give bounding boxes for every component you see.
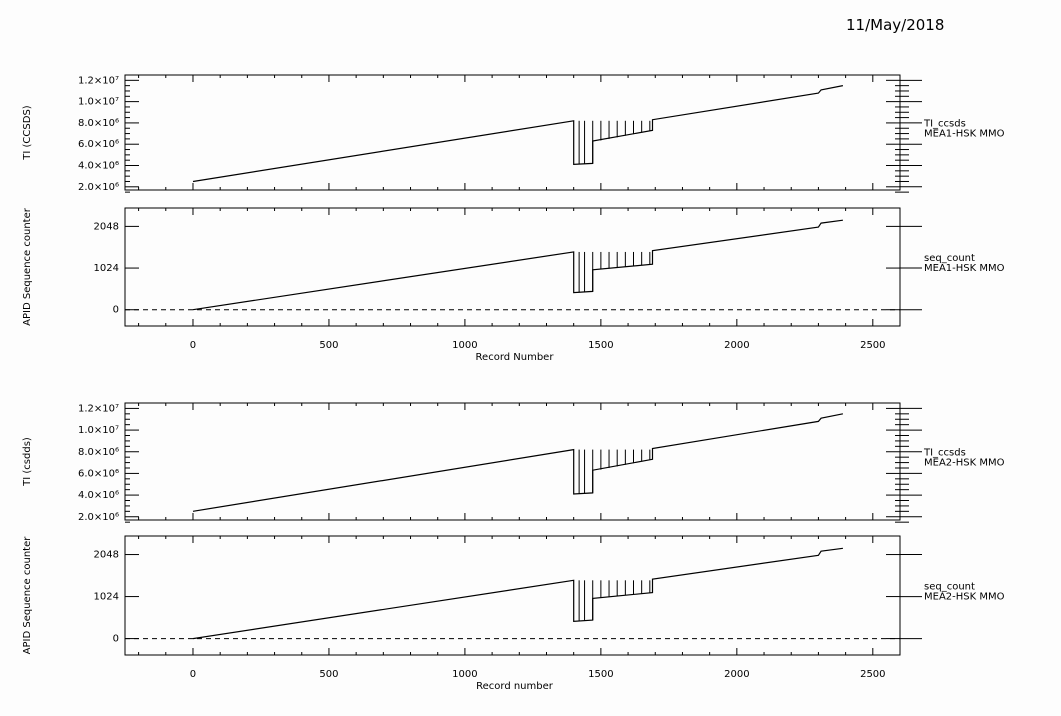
x-tick-label: 500 xyxy=(319,340,338,351)
y-tick-label: 4.0×10⁶ xyxy=(78,490,119,501)
series-line xyxy=(192,413,844,512)
y-tick-label: 1.0×10⁷ xyxy=(78,97,119,108)
chart-panel-3: 2.0×10⁶ 4.0×10⁶ 6.0×10⁶ 8.0×10⁶ 1.0×10⁷ 1.2×1… xyxy=(22,402,1005,523)
x-tick-label: 2000 xyxy=(724,340,749,351)
y-tick-label: 2.0×10⁶ xyxy=(78,182,119,193)
x-tick-label: 0 xyxy=(190,669,196,680)
y-tick-label: 2048 xyxy=(94,221,119,232)
x-tick-label: 2500 xyxy=(860,340,885,351)
plot-frame xyxy=(124,402,901,521)
y-axis-label: APID Sequence counter xyxy=(22,207,33,326)
right-series-label: MEA1-HSK MMO xyxy=(924,129,1005,140)
y-tick-label: 1024 xyxy=(94,263,119,274)
y-tick-label: 8.0×10⁶ xyxy=(78,118,119,129)
right-series-label: MEA1-HSK MMO xyxy=(924,263,1005,274)
plot-frame xyxy=(124,74,901,191)
y-axis-label: TI (CCSDS) xyxy=(22,105,33,160)
x-tick-label: 1000 xyxy=(452,340,477,351)
x-tick-label: 1500 xyxy=(588,669,613,680)
right-series-label: TI_ccsds xyxy=(923,448,966,459)
plot-frame xyxy=(124,207,901,327)
y-tick-label: 8.0×10⁶ xyxy=(78,447,119,458)
x-tick-label: 2500 xyxy=(860,669,885,680)
right-series-label: seq_count xyxy=(924,253,975,264)
plot-frame xyxy=(124,535,901,656)
y-tick-label: 1.2×10⁷ xyxy=(78,403,119,414)
y-tick-label: 6.0×10⁶ xyxy=(78,139,119,150)
right-series-label: MEA2-HSK MMO xyxy=(924,458,1005,469)
y-tick-label: 2.0×10⁶ xyxy=(78,512,119,523)
x-tick-label: 0 xyxy=(190,340,196,351)
series-line xyxy=(192,547,843,640)
y-tick-label: 1024 xyxy=(94,592,119,603)
chart-panel-1: 2.0×10⁶ 4.0×10⁶ 6.0×10⁶ 8.0×10⁶ 1.0×10⁷ 1.2×1… xyxy=(22,74,1005,193)
y-tick-label: 6.0×10⁶ xyxy=(78,468,119,479)
date-stamp: 11/May/2018 xyxy=(846,16,944,34)
y-axis-label: APID Sequence counter xyxy=(22,536,33,655)
y-axis-label: TI (csdds) xyxy=(22,437,33,487)
y-tick-label: 0 xyxy=(113,634,119,645)
chart-panel-2: 0 500 1000 1500 2000 2500 0 1024 2048 APID Sequen… xyxy=(22,207,1005,363)
y-tick-label: 2048 xyxy=(94,550,119,561)
x-tick-label: 500 xyxy=(319,669,338,680)
series-line xyxy=(192,219,843,311)
x-tick-label: 1000 xyxy=(452,669,477,680)
y-tick-label: 1.2×10⁷ xyxy=(78,75,119,86)
x-axis-label: Record Number xyxy=(476,352,555,363)
chart-panel-4: 0 500 1000 1500 2000 2500 0 1024 2048 APID Sequen… xyxy=(22,535,1005,692)
y-tick-label: 0 xyxy=(113,305,119,316)
right-series-label: seq_count xyxy=(924,582,975,593)
x-tick-label: 1500 xyxy=(588,340,613,351)
series-line xyxy=(192,85,844,183)
y-tick-label: 4.0×10⁶ xyxy=(78,161,119,172)
right-series-label: TI_ccsds xyxy=(923,119,966,130)
x-tick-label: 2000 xyxy=(724,669,749,680)
right-series-label: MEA2-HSK MMO xyxy=(924,592,1005,603)
y-tick-label: 1.0×10⁷ xyxy=(78,425,119,436)
x-axis-label: Record number xyxy=(476,681,554,692)
